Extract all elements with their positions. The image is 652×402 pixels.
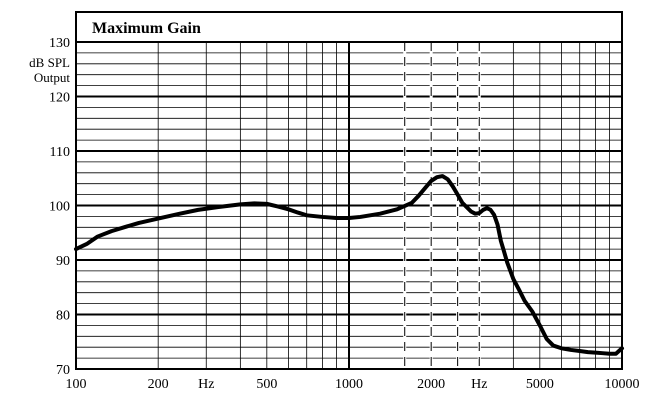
series-line	[74, 174, 624, 356]
x-tick-label: 200	[148, 377, 169, 392]
series-layer	[74, 174, 624, 356]
y-tick-label: 130	[49, 36, 70, 51]
y-tick-label: 120	[49, 91, 70, 106]
title-layer: Maximum Gain	[75, 11, 623, 43]
x-tick-label: 100	[66, 377, 87, 392]
y-tick-label: 90	[56, 254, 70, 269]
x-tick-label: 5000	[526, 377, 554, 392]
x-unit-label: Hz	[198, 377, 214, 392]
chart-title: Maximum Gain	[92, 20, 201, 37]
y-axis-label-line: dB SPL	[29, 55, 70, 70]
y-axis-label-line: Output	[34, 70, 71, 85]
dashed-lines-layer	[403, 42, 481, 369]
x-unit-label: Hz	[471, 377, 487, 392]
y-tick-label: 110	[50, 145, 70, 160]
y-axis-label: dB SPL Output	[29, 55, 70, 85]
x-tick-label: 500	[256, 377, 277, 392]
x-tick-label: 1000	[335, 377, 363, 392]
y-tick-labels: 70 80 90 100 110 120 130	[49, 36, 70, 378]
y-tick-label: 70	[56, 363, 70, 378]
x-tick-labels: 100 200 500 1000 2000 5000 10000 Hz Hz	[66, 377, 640, 392]
y-tick-label: 100	[49, 200, 70, 215]
y-tick-label: 80	[56, 309, 70, 324]
title-box	[75, 11, 623, 43]
grid-layer	[76, 41, 622, 370]
x-tick-label: 10000	[605, 377, 640, 392]
x-tick-label: 2000	[417, 377, 445, 392]
